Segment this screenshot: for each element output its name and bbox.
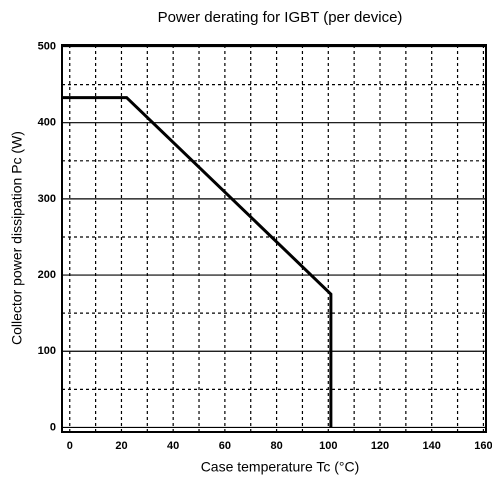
y-tick-label: 500 (38, 40, 56, 52)
x-tick-label: 0 (67, 440, 73, 452)
chart-title: Power derating for IGBT (per device) (158, 9, 403, 26)
x-tick-label: 100 (319, 440, 337, 452)
y-tick-label: 100 (38, 345, 56, 357)
x-tick-label: 120 (371, 440, 389, 452)
y-axis-label: Collector power dissipation Pc (W) (9, 131, 25, 345)
x-tick-label: 20 (115, 440, 127, 452)
x-tick-label: 80 (270, 440, 282, 452)
y-tick-label: 0 (50, 421, 56, 433)
x-axis-label: Case temperature Tc (°C) (201, 459, 360, 475)
y-tick-label: 300 (38, 193, 56, 205)
plot-frame (61, 44, 487, 433)
x-tick-label: 40 (167, 440, 179, 452)
y-tick-label: 200 (38, 269, 56, 281)
x-tick-label: 140 (423, 440, 441, 452)
y-tick-label: 400 (38, 117, 56, 129)
data-line (62, 96, 333, 428)
x-tick-label: 60 (219, 440, 231, 452)
x-tick-label: 160 (474, 440, 492, 452)
